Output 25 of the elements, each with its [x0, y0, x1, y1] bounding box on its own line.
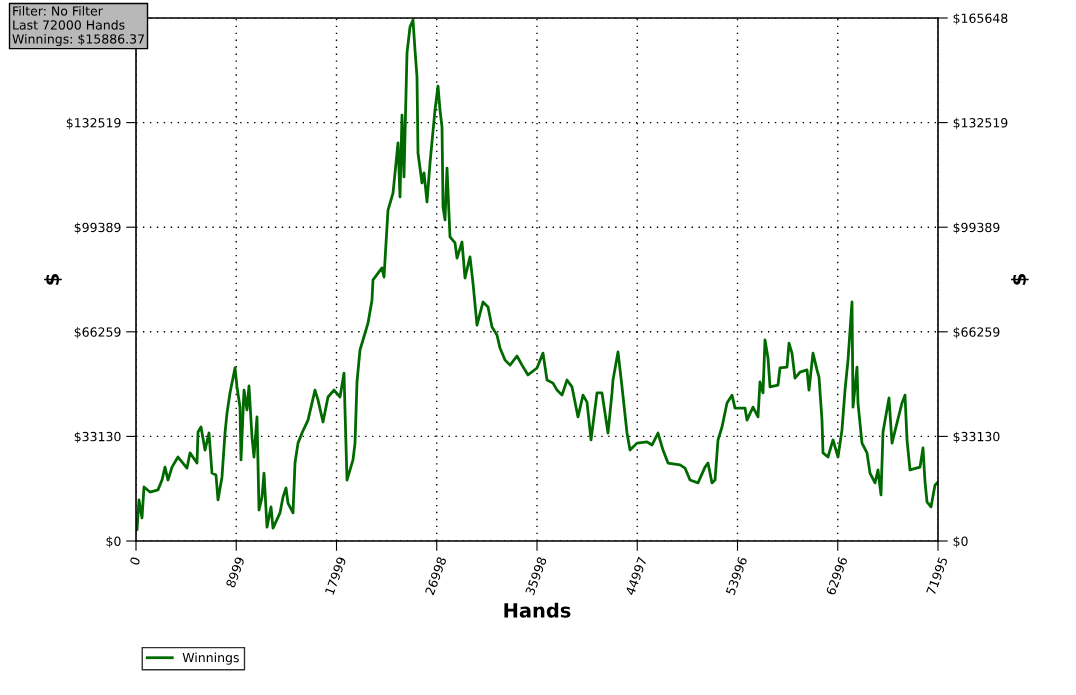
y2-tick-label: $99389: [953, 222, 1000, 234]
y2-tick-label: $165648: [953, 13, 1008, 25]
x-tick-label: 35998: [525, 556, 547, 596]
annotation: Filter: No Filter Last 72000 Hands Winnings: $15886.37: [12, 6, 144, 47]
x-tick-label: 26998: [424, 556, 447, 596]
x-tick-label: 62996: [825, 556, 848, 596]
x-tick-label: 71995: [926, 556, 948, 596]
y2-tick-label: $0: [953, 536, 968, 548]
y2-tick-label: $33130: [953, 431, 1000, 443]
y-tick-label: $66259: [74, 327, 121, 339]
x-tick-label: 44997: [625, 556, 648, 596]
y-tick-label: $33130: [74, 431, 121, 443]
x-tick-label: 53996: [725, 556, 748, 596]
y2-axis-title: $: [1011, 274, 1029, 285]
y2-tick-label: $66259: [953, 327, 1000, 339]
y2-tick-label: $132519: [953, 117, 1008, 130]
x-tick-label: 0: [129, 556, 141, 566]
y-tick-label: $132519: [66, 117, 121, 130]
x-axis-title: Hands: [504, 602, 571, 618]
legend-label: Winnings: [182, 652, 239, 665]
y-tick-label: $0: [106, 536, 121, 548]
y-axis-title: $: [44, 274, 62, 285]
x-tick-label: 8999: [225, 556, 245, 588]
x-tick-label: 17999: [324, 556, 347, 595]
y-tick-label: $99389: [74, 222, 121, 234]
